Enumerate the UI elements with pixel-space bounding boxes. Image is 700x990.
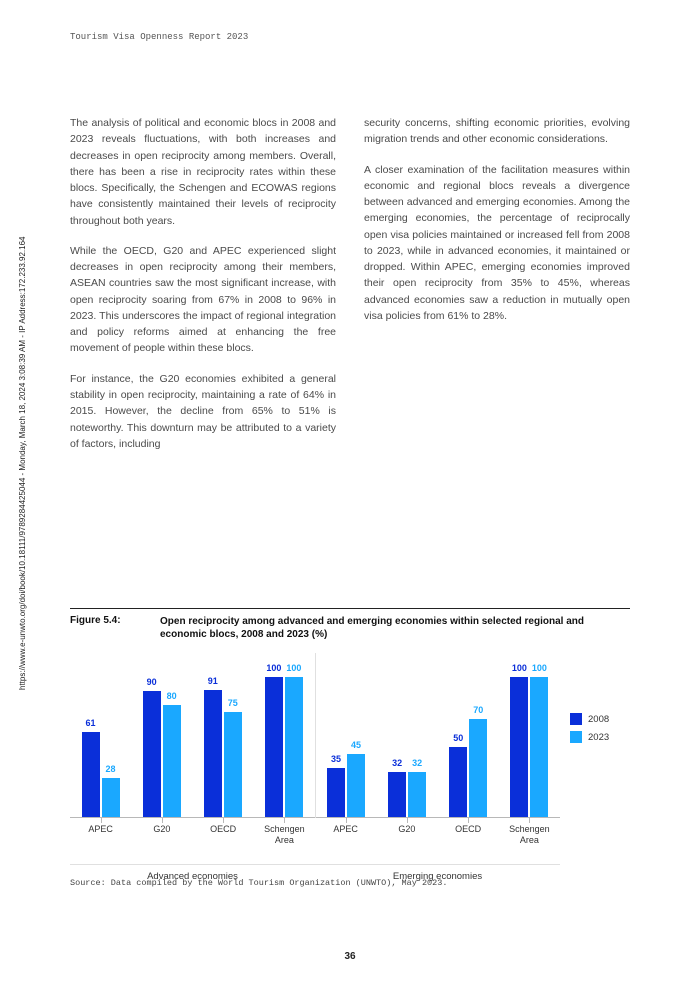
bar-value-label: 75 <box>228 698 238 708</box>
left-column: The analysis of political and economic b… <box>70 115 336 466</box>
para: The analysis of political and economic b… <box>70 115 336 229</box>
bar-value-label: 91 <box>208 676 218 686</box>
chart-xlabels: APECG20OECDSchengenAreaAPECG20OECDScheng… <box>70 824 560 846</box>
bar-group: 100100 <box>253 677 314 818</box>
chart-container: 612890809175100100354532325070100100APEC… <box>70 653 630 882</box>
bar-value-label: 35 <box>331 754 341 764</box>
bar-2008: 100 <box>265 677 283 817</box>
bar-value-label: 28 <box>106 764 116 774</box>
bar-value-label: 100 <box>286 663 301 673</box>
legend-item: 2008 <box>570 713 630 725</box>
side-citation: https://www.e-unwto.org/doi/book/10.1811… <box>18 237 27 691</box>
x-axis-label: SchengenArea <box>499 824 560 846</box>
bar-value-label: 32 <box>392 758 402 768</box>
bar-chart: 612890809175100100354532325070100100APEC… <box>70 653 560 882</box>
figure-5-4: Figure 5.4: Open reciprocity among advan… <box>70 608 630 882</box>
page-header: Tourism Visa Openness Report 2023 <box>70 32 248 42</box>
x-axis-label: SchengenArea <box>254 824 315 846</box>
bar-value-label: 70 <box>473 705 483 715</box>
para: For instance, the G20 economies exhibite… <box>70 371 336 452</box>
bar-2023: 80 <box>163 705 181 817</box>
bar-group: 100100 <box>499 677 560 818</box>
x-axis-label: APEC <box>70 824 131 846</box>
bar-group: 3232 <box>377 772 438 818</box>
bar-2023: 75 <box>224 712 242 817</box>
bar-value-label: 80 <box>167 691 177 701</box>
bar-value-label: 50 <box>453 733 463 743</box>
para: While the OECD, G20 and APEC experienced… <box>70 243 336 357</box>
bar-group: 9080 <box>131 691 192 818</box>
para: A closer examination of the facilitation… <box>364 162 630 325</box>
bar-value-label: 100 <box>266 663 281 673</box>
chart-legend: 2008 2023 <box>560 653 630 749</box>
bar-2023: 70 <box>469 719 487 817</box>
bar-group: 5070 <box>438 719 499 818</box>
para: security concerns, shifting economic pri… <box>364 115 630 148</box>
bar-value-label: 61 <box>86 718 96 728</box>
bar-2008: 100 <box>510 677 528 817</box>
legend-swatch <box>570 713 582 725</box>
bar-value-label: 100 <box>512 663 527 673</box>
legend-label: 2023 <box>588 732 609 743</box>
chart-bars-row: 612890809175100100354532325070100100 <box>70 653 560 818</box>
bar-group: 9175 <box>192 690 253 818</box>
bar-2023: 28 <box>102 778 120 817</box>
x-axis-label: G20 <box>131 824 192 846</box>
x-axis-label: OECD <box>193 824 254 846</box>
x-axis-label: APEC <box>315 824 376 846</box>
figure-title: Figure 5.4: Open reciprocity among advan… <box>70 615 630 641</box>
figure-source: Source: Data compiled by the World Touri… <box>70 878 447 888</box>
x-axis-label: G20 <box>376 824 437 846</box>
bar-2008: 90 <box>143 691 161 817</box>
legend-item: 2023 <box>570 731 630 743</box>
bar-2023: 100 <box>285 677 303 817</box>
bar-value-label: 90 <box>147 677 157 687</box>
x-axis-label: OECD <box>438 824 499 846</box>
figure-rule <box>70 608 630 609</box>
bar-2008: 50 <box>449 747 467 817</box>
bar-2008: 61 <box>82 732 100 817</box>
bar-2023: 32 <box>408 772 426 817</box>
bar-2008: 35 <box>327 768 345 817</box>
figure-number: Figure 5.4: <box>70 615 160 641</box>
bar-value-label: 45 <box>351 740 361 750</box>
page-number: 36 <box>0 951 700 962</box>
bar-2008: 91 <box>204 690 222 817</box>
bar-2023: 100 <box>530 677 548 817</box>
bar-2023: 45 <box>347 754 365 817</box>
figure-caption: Open reciprocity among advanced and emer… <box>160 615 630 641</box>
bar-value-label: 100 <box>532 663 547 673</box>
right-column: security concerns, shifting economic pri… <box>364 115 630 466</box>
bar-value-label: 32 <box>412 758 422 768</box>
bar-group: 6128 <box>70 732 131 818</box>
body-text: The analysis of political and economic b… <box>70 115 630 466</box>
legend-label: 2008 <box>588 714 609 725</box>
bar-group: 3545 <box>316 754 377 818</box>
legend-swatch <box>570 731 582 743</box>
bar-2008: 32 <box>388 772 406 817</box>
